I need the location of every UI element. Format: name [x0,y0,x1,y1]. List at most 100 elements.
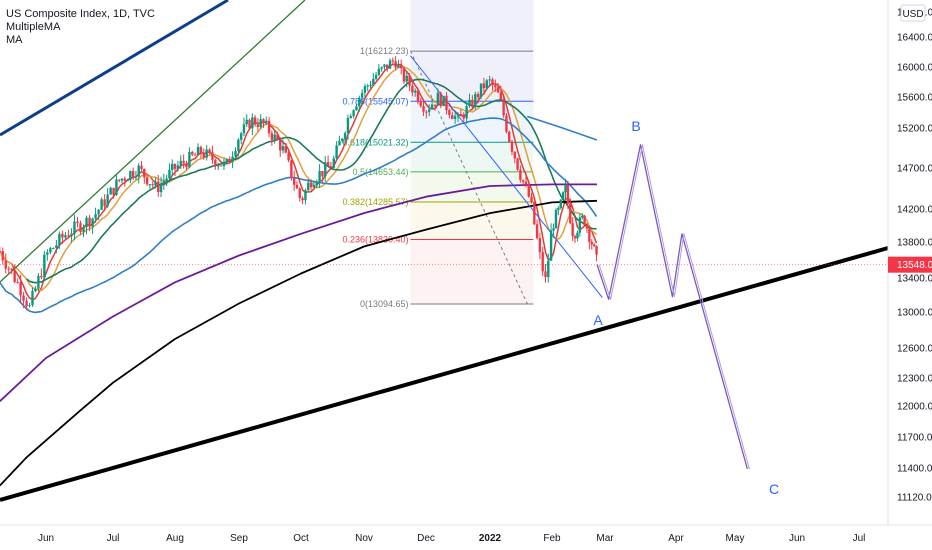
currency-button [900,4,926,22]
indicator-multiplema[interactable]: MultipleMA [6,21,61,33]
candle-body [19,282,22,296]
time-tick-label: Aug [166,533,184,544]
candle-body [377,68,381,75]
candle-body [10,268,13,271]
candle-body [578,217,582,233]
candle-body [106,194,109,207]
candle-body [496,87,500,93]
candle-body [217,165,220,167]
candle-body [366,85,369,87]
candle-body [37,275,40,289]
candle-body [267,120,271,134]
candle-body [191,151,194,155]
candle-body [234,151,237,157]
candle-body [73,221,76,234]
fib-level-label: 0.618(15021.32) [342,137,408,147]
candle-body [290,160,293,179]
price-tick-label: 12000.00 [897,402,932,413]
candle-body [256,124,260,128]
candle-body [34,288,37,292]
candle-body [561,192,565,200]
time-axis[interactable]: Jun Jul Aug Sep Oct Nov Dec 2022 Feb Mar Apr May Jun… [0,524,932,544]
candle-body [380,67,383,69]
ma-line-green [26,78,597,284]
candle-body [131,171,135,177]
candle-body [388,60,392,69]
candle-body [595,246,598,255]
candle-body [386,64,389,69]
price-tick-label: 13000.00 [897,308,932,319]
candle-body [491,79,494,86]
candle-body [211,152,214,160]
candle-body [67,235,70,237]
trend-lines[interactable] [0,0,889,502]
candle-body [451,115,454,119]
candle-body [168,169,171,179]
candle-body [338,140,341,146]
symbol-title[interactable]: US Composite Index, 1D, TVC [6,8,155,20]
candle-body [530,196,533,202]
candle-body [318,170,321,182]
ma-line-orange [0,65,597,292]
time-tick-label: Jun [789,533,805,544]
candle-body [527,184,530,197]
candle-body [552,228,555,231]
candle-body [505,115,508,132]
candle-body [592,244,596,247]
fib-retracement[interactable]: 1(16212.23) 0.786(15545.07) 0.618(15021.32… [342,0,534,309]
candle-body [13,270,16,283]
time-tick-label: Jul [107,533,120,544]
time-tick-label: Apr [668,533,684,544]
time-tick-label: Nov [355,533,373,544]
candle-body [358,97,361,107]
candle-body [453,115,457,119]
candle-body [538,238,542,253]
candle-body [576,232,579,239]
price-tick-label: 15200.00 [897,124,932,135]
candle-body [349,116,352,119]
last-price-badge [888,256,932,273]
candle-body [352,110,355,117]
candle-body [242,124,246,134]
candle-body [171,163,174,170]
candle-body [7,268,10,270]
candle-body [468,99,471,107]
candle-body [439,92,442,107]
candle-body [363,86,367,93]
candle-body [43,254,46,278]
candle-body [442,95,445,107]
candle-body [49,248,52,253]
candle-body [22,295,25,301]
fib-level-label: 0.5(14653.44) [352,167,408,177]
time-tick-label: Feb [543,533,561,544]
price-tick-label: 11120.00 [897,493,932,504]
candle-body [253,117,257,125]
candle-body [508,131,511,142]
candle-body [52,248,55,250]
candle-body [554,210,558,229]
wave-projection[interactable]: A B C [593,118,779,497]
indicator-ma[interactable]: MA [6,34,23,46]
price-tick-label: 16000.00 [897,63,932,74]
fib-level-label: 0.382(14285.57) [342,197,408,207]
candle-body [476,93,480,98]
fib-level-label: 1(16212.23) [360,46,409,56]
candle-body [237,139,240,152]
fib-highlight [410,0,534,52]
candle-body [425,111,428,113]
candle-body [485,80,488,89]
candle-body [91,218,94,227]
candle-body [499,92,503,100]
candle-body [276,134,279,141]
candle-body [372,78,375,85]
candle-body [462,114,465,119]
fib-level-label: 0.236(13830.40) [342,234,408,244]
candle-body [585,225,589,229]
ma-line-blue-tail [526,115,598,141]
price-axis[interactable]: 16800.0016400.0016000.0015600.0015200.00… [887,0,932,525]
candle-body [408,75,411,86]
candle-body [369,84,372,86]
candle-body [391,60,395,62]
